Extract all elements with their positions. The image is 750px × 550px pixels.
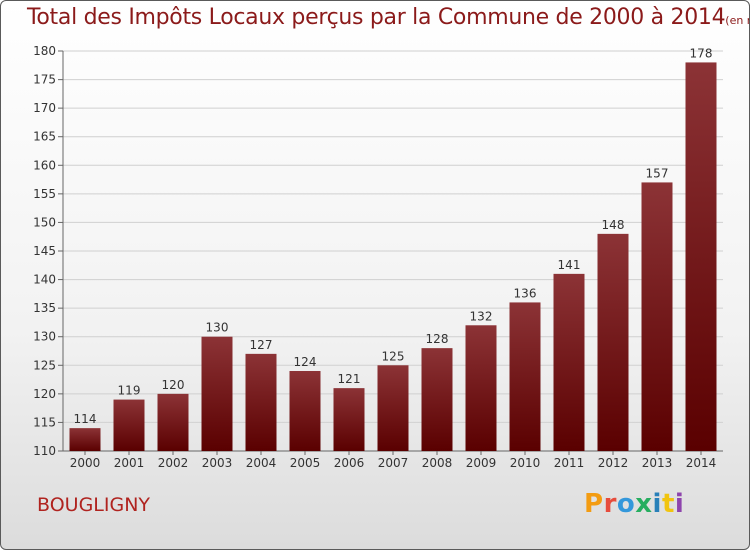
bar bbox=[157, 393, 189, 451]
x-tick-label: 2004 bbox=[246, 456, 277, 470]
bar bbox=[597, 233, 629, 451]
data-label: 128 bbox=[426, 332, 449, 346]
y-tick-label: 125 bbox=[33, 358, 56, 372]
logo-letter: t bbox=[661, 489, 675, 519]
logo-letter: r bbox=[603, 489, 617, 519]
axes: 110 115 120 125 130 135 140 145 150 155 160 165 170 1… bbox=[33, 44, 723, 470]
bars bbox=[69, 62, 717, 452]
x-tick-label: 2010 bbox=[510, 456, 541, 470]
bar bbox=[333, 388, 365, 451]
x-tick-label: 2013 bbox=[642, 456, 673, 470]
x-tick-label: 2001 bbox=[114, 456, 145, 470]
y-tick-label: 135 bbox=[33, 301, 56, 315]
y-tick-label: 175 bbox=[33, 73, 56, 87]
chart-title: Total des Impôts Locaux perçus par la Co… bbox=[27, 5, 749, 30]
x-tick-label: 2000 bbox=[70, 456, 101, 470]
commune-name: BOUGLIGNY bbox=[37, 494, 151, 516]
y-tick-label: 120 bbox=[33, 387, 56, 401]
data-label: 178 bbox=[690, 46, 713, 60]
logo-letter: x bbox=[635, 489, 653, 519]
y-tick-label: 155 bbox=[33, 187, 56, 201]
data-label: 130 bbox=[206, 321, 229, 335]
bar bbox=[377, 365, 409, 451]
data-labels: 114 119 120 130 127 124 121 125 128 132 136 141 148 1… bbox=[74, 46, 713, 426]
logo-letter: i bbox=[652, 489, 662, 519]
bar bbox=[69, 428, 101, 451]
data-label: 157 bbox=[646, 166, 669, 180]
y-tick-label: 165 bbox=[33, 130, 56, 144]
y-tick-label: 140 bbox=[33, 273, 56, 287]
x-tick-label: 2008 bbox=[422, 456, 453, 470]
bar bbox=[289, 371, 321, 451]
logo-letter: i bbox=[674, 489, 685, 519]
x-tick-label: 2005 bbox=[290, 456, 321, 470]
bar bbox=[245, 353, 277, 451]
bar bbox=[421, 348, 453, 451]
bar bbox=[113, 399, 145, 451]
data-label: 120 bbox=[162, 378, 185, 392]
bar bbox=[465, 325, 497, 451]
bar bbox=[685, 62, 717, 452]
data-label: 136 bbox=[514, 286, 537, 300]
bar bbox=[553, 273, 585, 451]
bar bbox=[641, 182, 673, 451]
x-tick-label: 2003 bbox=[202, 456, 233, 470]
y-tick-label: 145 bbox=[33, 244, 56, 258]
data-label: 121 bbox=[338, 372, 361, 386]
logo-letter: P bbox=[584, 489, 604, 519]
data-label: 148 bbox=[602, 218, 625, 232]
y-tick-label: 150 bbox=[33, 215, 56, 229]
x-tick-label: 2014 bbox=[686, 456, 717, 470]
data-label: 132 bbox=[470, 309, 493, 323]
x-tick-label: 2002 bbox=[158, 456, 189, 470]
data-label: 114 bbox=[74, 412, 97, 426]
y-tick-label: 110 bbox=[33, 444, 56, 458]
data-label: 141 bbox=[558, 258, 581, 272]
title-unit: (en milliers d'€) bbox=[725, 14, 749, 27]
y-tick-label: 180 bbox=[33, 44, 56, 58]
x-tick-label: 2007 bbox=[378, 456, 409, 470]
x-tick-label: 2006 bbox=[334, 456, 365, 470]
bar bbox=[509, 302, 541, 451]
y-tick-label: 130 bbox=[33, 330, 56, 344]
proxiti-logo[interactable]: Proxiti bbox=[584, 489, 684, 519]
y-tick-label: 170 bbox=[33, 101, 56, 115]
data-label: 119 bbox=[118, 384, 141, 398]
data-label: 124 bbox=[294, 355, 317, 369]
data-label: 125 bbox=[382, 349, 405, 363]
x-tick-label: 2011 bbox=[554, 456, 585, 470]
x-tick-label: 2009 bbox=[466, 456, 497, 470]
bar bbox=[201, 336, 233, 451]
x-tick-label: 2012 bbox=[598, 456, 629, 470]
y-tick-label: 160 bbox=[33, 158, 56, 172]
logo-letter: o bbox=[616, 489, 636, 519]
y-tick-label: 115 bbox=[33, 415, 56, 429]
data-label: 127 bbox=[250, 338, 273, 352]
title-main: Total des Impôts Locaux perçus par la Co… bbox=[27, 5, 726, 30]
